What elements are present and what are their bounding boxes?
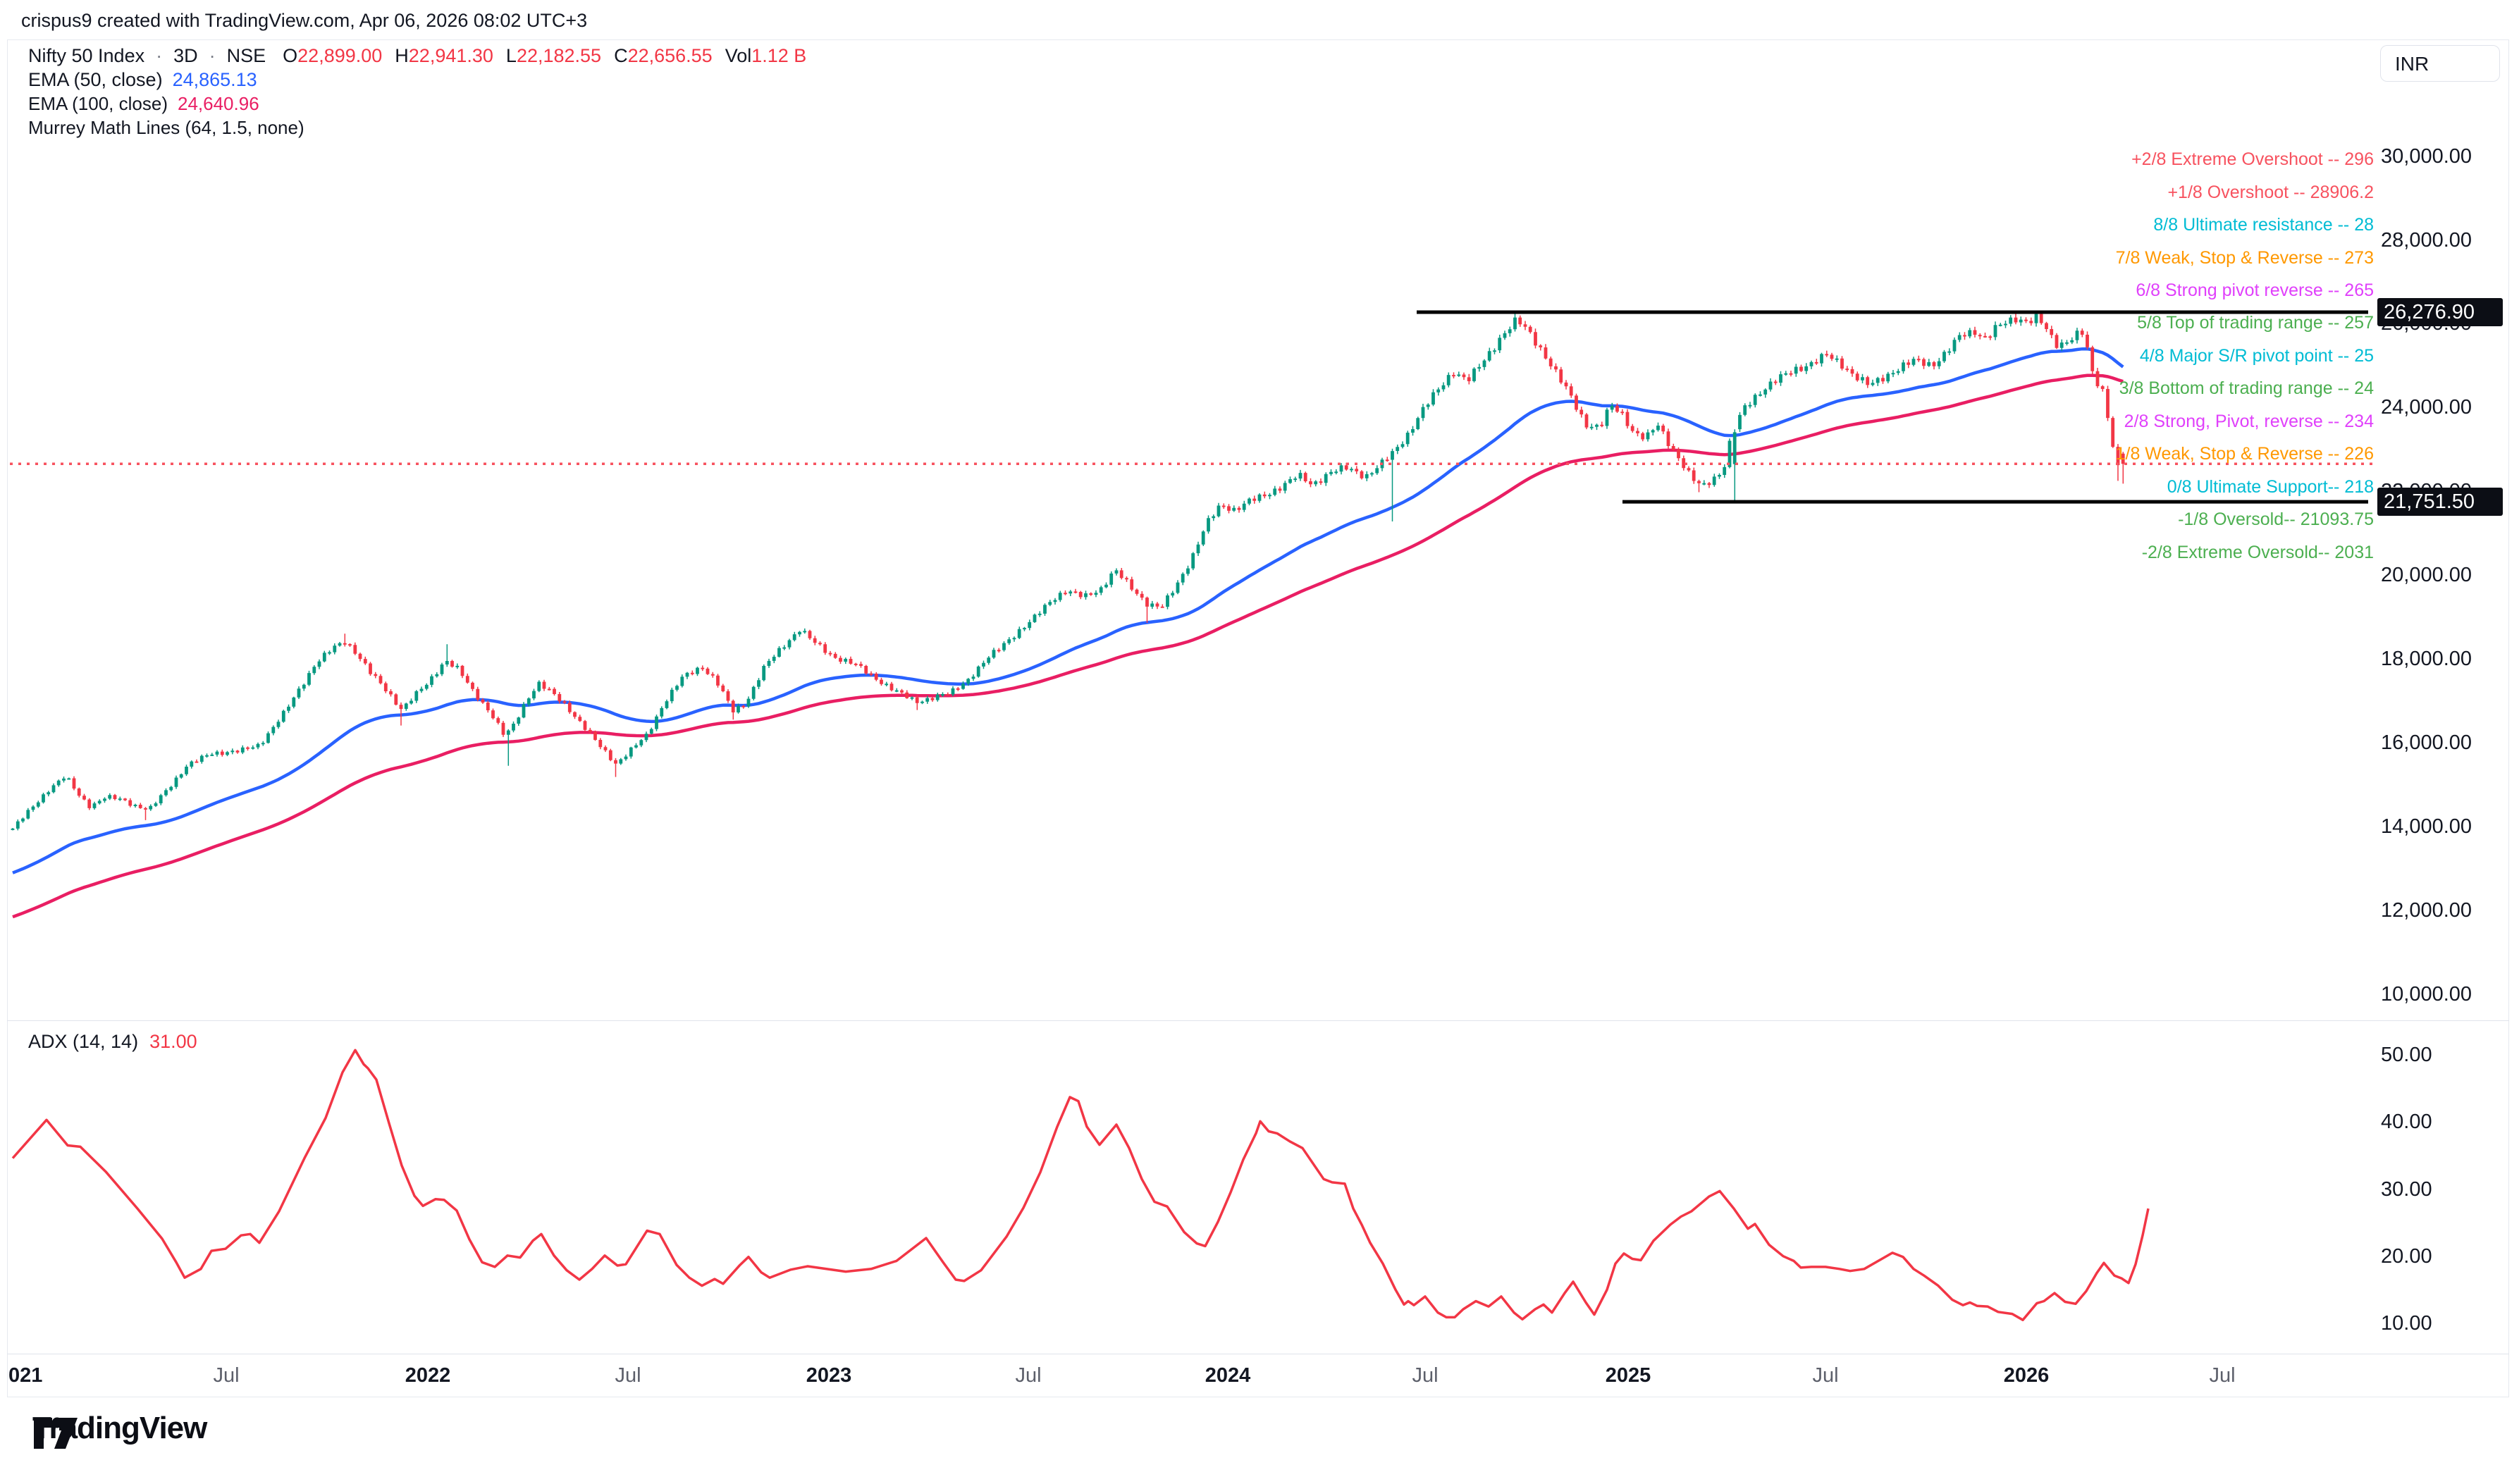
price-axis-label: 24,000.00 [2381,396,2472,419]
murrey-level-label-minus-2-8: -2/8 Extreme Oversold-- 2031 [2141,542,2374,562]
time-axis-label-jul: Jul [1812,1364,1839,1387]
indicator-value: 24,865.13 [172,69,257,90]
time-axis-label-2024: 2024 [1205,1364,1251,1387]
price-axis-label: 12,000.00 [2381,898,2472,922]
currency-button[interactable]: INR [2380,45,2500,82]
price-axis-label: 16,000.00 [2381,731,2472,754]
price-axis-label: 28,000.00 [2381,228,2472,252]
indicator-legend-row-0[interactable]: EMA (50, close) 24,865.13 [28,68,806,92]
murrey-level-label-5-8: 5/8 Top of trading range -- 257 [2137,313,2374,333]
adx-line [11,1049,2150,1321]
price-axis-label: 30,000.00 [2381,144,2472,168]
ema-50-line [12,347,2124,874]
time-axis-label-jul: Jul [2209,1364,2236,1387]
symbol-legend-row[interactable]: Nifty 50 Index · 3D · NSE O22,899.00 H22,… [28,44,806,68]
price-badge-0: 26,276.90 [2377,298,2503,326]
legend-separator: · [156,45,163,66]
ohlc-item: C22,656.55 [614,45,713,66]
volume-item: Vol1.12 B [725,45,807,66]
time-axis-label-jul: Jul [213,1364,240,1387]
chart-legend: Nifty 50 Index · 3D · NSE O22,899.00 H22,… [28,44,806,140]
indicator-value: 24,640.96 [177,93,259,114]
price-chart-canvas [10,310,2377,919]
chart-widget [7,39,2509,1397]
price-scale[interactable]: INR 30,000.0028,000.0026,000.0024,000.00… [2377,39,2509,1020]
adx-legend-row[interactable]: ADX (14, 14) 31.00 [28,1031,197,1053]
adx-axis-label: 30.00 [2381,1177,2432,1201]
ohlc-item: O22,899.00 [283,45,383,66]
adx-scale[interactable]: 50.00 40.00 30.00 20.00 10.00 [2377,1020,2509,1354]
murrey-level-label-plus-1-8: +1/8 Overshoot -- 28906.2 [2167,182,2374,202]
down-candle-wicks [73,310,2124,820]
tradingview-logo-icon [34,1417,78,1449]
murrey-level-label-plus-2-8: +2/8 Extreme Overshoot -- 296 [2131,149,2374,170]
ema-100-line [12,373,2124,919]
indicator-label: EMA (100, close) [28,93,168,114]
time-axis[interactable]: 021 Jul 2022 Jul 2023 Jul 2024 Jul 2025 Jul 2026 Ju… [7,1354,2509,1398]
adx-axis-label: 10.00 [2381,1312,2432,1335]
legend-separator: · [209,45,216,66]
price-pane[interactable]: Nifty 50 Index · 3D · NSE O22,899.00 H22,… [7,39,2377,1020]
time-axis-label-jul: Jul [1015,1364,1042,1387]
murrey-level-label-7-8: 7/8 Weak, Stop & Reverse -- 273 [2115,247,2374,268]
time-axis-label-2025: 2025 [1605,1364,1651,1387]
ohlc-values: O22,899.00 H22,941.30 L22,182.55 C22,656.55… [283,44,806,68]
adx-chart-canvas [11,1049,2150,1321]
adx-pane[interactable]: ADX (14, 14) 31.00 [7,1020,2377,1354]
indicator-legend-row-2[interactable]: Murrey Math Lines (64, 1.5, none) [28,116,806,140]
ohlc-item: L22,182.55 [505,45,602,66]
murrey-level-label-1-8: 1/8 Weak, Stop & Reverse -- 226 [2115,444,2374,464]
indicator-legend-row-1[interactable]: EMA (100, close) 24,640.96 [28,92,806,116]
price-axis-label: 10,000.00 [2381,982,2472,1006]
attribution-text: crispus9 created with TradingView.com, A… [21,10,588,31]
symbol-exchange: NSE [226,45,266,66]
price-axis-label: 18,000.00 [2381,648,2472,671]
murrey-level-label-6-8: 6/8 Strong pivot reverse -- 265 [2136,280,2374,301]
indicator-label: Murrey Math Lines (64, 1.5, none) [28,117,304,138]
symbol-title: Nifty 50 Index [28,45,145,66]
price-axis-label: 14,000.00 [2381,815,2472,838]
time-axis-label-jul: Jul [1412,1364,1439,1387]
murrey-level-label-minus-1-8: -1/8 Oversold-- 21093.75 [2178,509,2374,530]
price-badge-1: 21,751.50 [2377,488,2503,517]
adx-axis-label: 50.00 [2381,1044,2432,1066]
up-candle-bodies [11,314,2079,830]
ohlc-item: H22,941.30 [395,45,493,66]
time-axis-label-2026: 2026 [2003,1364,2050,1387]
adx-value: 31.00 [149,1031,197,1052]
time-axis-label-2022: 2022 [405,1364,451,1387]
indicator-label: EMA (50, close) [28,69,163,90]
murrey-level-label-3-8: 3/8 Bottom of trading range -- 24 [2119,378,2374,399]
time-axis-label-021: 021 [8,1364,43,1387]
down-candle-bodies [72,314,2125,810]
adx-label: ADX (14, 14) [28,1031,139,1052]
symbol-interval: 3D [173,45,198,66]
adx-axis-label: 40.00 [2381,1111,2432,1134]
tradingview-logo[interactable]: TradingView [32,1411,207,1449]
murrey-level-label-2-8: 2/8 Strong, Pivot, reverse -- 234 [2124,411,2374,431]
time-axis-label-jul: Jul [615,1364,641,1387]
time-axis-label-2023: 2023 [806,1364,852,1387]
price-axis-label: 20,000.00 [2381,564,2472,587]
adx-axis-label: 20.00 [2381,1244,2432,1268]
murrey-level-label-8-8: 8/8 Ultimate resistance -- 28 [2153,215,2374,235]
murrey-level-label-4-8: 4/8 Major S/R pivot point -- 25 [2139,345,2374,366]
indicator-legend-rows: EMA (50, close) 24,865.13 EMA (100, close)… [28,68,806,140]
murrey-level-label-0-8: 0/8 Ultimate Support-- 218 [2167,476,2374,497]
